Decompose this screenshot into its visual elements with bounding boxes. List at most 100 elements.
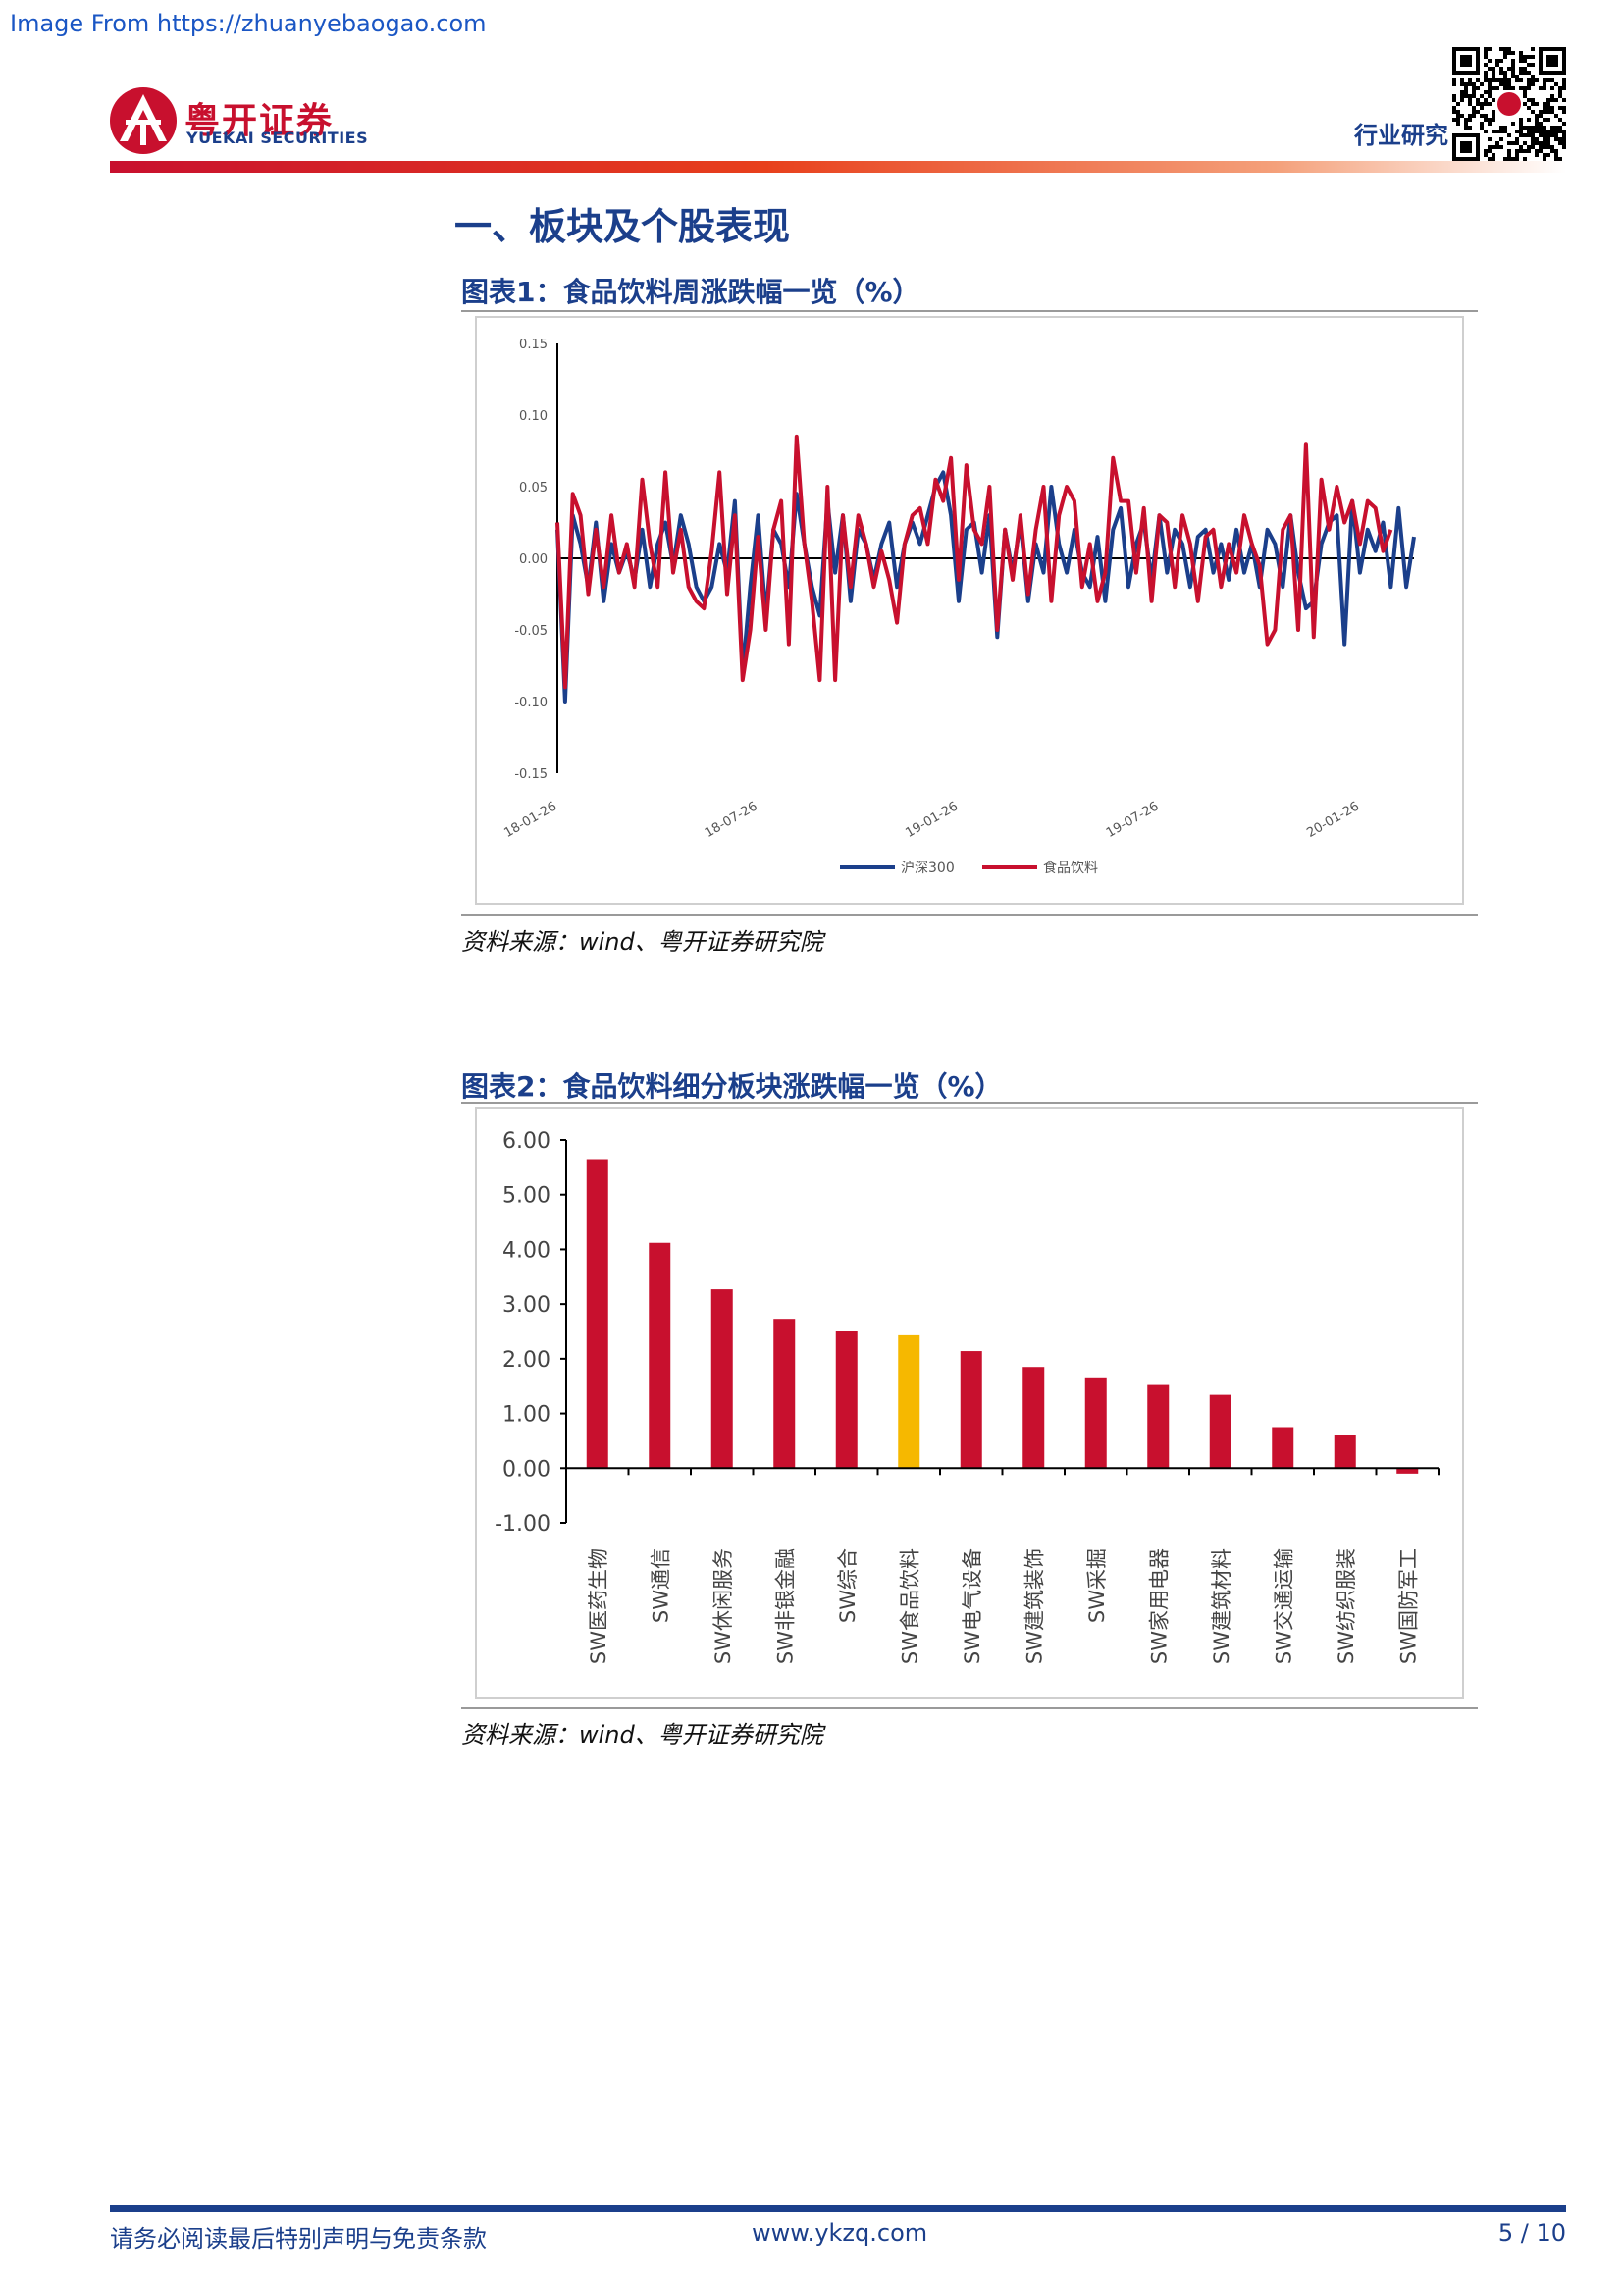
category-label: SW综合 [836, 1548, 860, 1623]
qr-module [1523, 102, 1527, 106]
qr-module [1527, 98, 1531, 102]
y-tick-label: 0.05 [519, 481, 548, 496]
y-tick-label: -0.15 [514, 767, 548, 782]
y-tick-label: 5.00 [502, 1184, 550, 1209]
qr-module [1507, 47, 1511, 51]
footer-disclaimer-link[interactable]: 请务必阅读最后特别声明与免责条款 [110, 2225, 487, 2253]
qr-module [1527, 118, 1531, 122]
qr-module [1488, 137, 1492, 141]
category-label: SW建筑装饰 [1022, 1548, 1046, 1664]
qr-module [1531, 145, 1535, 149]
qr-module [1558, 118, 1562, 122]
qr-module [1464, 122, 1468, 126]
qr-module [1550, 130, 1554, 133]
section-title: 一、板块及个股表现 [454, 205, 791, 248]
qr-module [1558, 137, 1562, 141]
qr-module [1531, 47, 1535, 51]
logo-english-name: YUEKAI SECURITIES [186, 129, 369, 147]
qr-module [1562, 130, 1566, 133]
category-label: SW纺织服装 [1335, 1548, 1358, 1664]
qr-module [1480, 122, 1484, 126]
qr-module [1507, 86, 1511, 90]
qr-module [1531, 82, 1535, 86]
qr-module [1452, 78, 1456, 82]
qr-module [1456, 110, 1460, 114]
qr-module [1468, 78, 1472, 82]
qr-module [1531, 75, 1535, 78]
qr-module [1543, 82, 1546, 86]
header-section-label: 行业研究 [1354, 122, 1448, 149]
qr-module [1456, 102, 1460, 106]
bar-5 [898, 1334, 920, 1469]
qr-module [1543, 126, 1546, 130]
qr-module [1472, 90, 1476, 94]
qr-module [1523, 149, 1527, 153]
qr-module [1492, 130, 1495, 133]
qr-module [1484, 130, 1488, 133]
y-tick-label: 2.00 [502, 1348, 550, 1373]
x-tick-label: 19-07-26 [1104, 799, 1162, 840]
category-label: SW家用电器 [1147, 1548, 1171, 1664]
qr-module [1543, 133, 1546, 137]
qr-module [1554, 133, 1558, 137]
qr-module [1488, 86, 1492, 90]
bar-3 [773, 1319, 796, 1469]
qr-module [1507, 78, 1511, 82]
qr-module [1535, 122, 1539, 126]
watermark-link[interactable]: Image From https://zhuanyebaogao.com [10, 10, 487, 37]
qr-module [1492, 153, 1495, 157]
qr-module [1558, 90, 1562, 94]
figure1-bottom-rule [461, 914, 1478, 916]
qr-module [1484, 102, 1488, 106]
qr-module [1523, 67, 1527, 71]
figure1-frame: 0.15 0.10 0.05 0.00 -0.05 -0.10 -0.15 18-01-26 1… [475, 316, 1464, 905]
qr-module [1523, 157, 1527, 161]
qr-module [1546, 145, 1550, 149]
qr-module [1527, 145, 1531, 149]
footer-website-link[interactable]: www.ykzq.com [752, 2219, 928, 2247]
qr-module [1480, 126, 1484, 130]
bar-12 [1334, 1435, 1356, 1469]
qr-module [1456, 118, 1460, 122]
qr-module [1476, 86, 1480, 90]
figure1-title: 图表1：食品饮料周涨跌幅一览（%） [461, 276, 920, 308]
qr-module [1550, 98, 1554, 102]
header-divider-bar [110, 161, 1566, 173]
qr-module [1492, 114, 1495, 118]
qr-module [1550, 86, 1554, 90]
qr-module [1554, 114, 1558, 118]
qr-module [1527, 71, 1531, 75]
qr-module [1543, 153, 1546, 157]
qr-module [1495, 59, 1499, 63]
qr-module [1452, 94, 1456, 98]
qr-module [1562, 98, 1566, 102]
qr-module [1464, 126, 1468, 130]
qr-module [1546, 106, 1550, 110]
qr-module [1527, 82, 1531, 86]
qr-module [1558, 157, 1562, 161]
qr-module [1550, 149, 1554, 153]
qr-module [1562, 145, 1566, 149]
qr-module [1515, 137, 1519, 141]
qr-module [1546, 110, 1550, 114]
y-tick-label: -0.10 [514, 696, 548, 710]
qr-module [1562, 110, 1566, 114]
qr-module [1488, 145, 1492, 149]
qr-module [1484, 90, 1488, 94]
qr-finder-core [1460, 141, 1472, 153]
qr-module [1539, 141, 1543, 145]
qr-module [1495, 78, 1499, 82]
qr-module [1531, 110, 1535, 114]
category-label: SW休闲服务 [711, 1548, 735, 1664]
qr-module [1511, 157, 1515, 161]
qr-module [1527, 130, 1531, 133]
qr-module [1480, 82, 1484, 86]
qr-module [1519, 149, 1523, 153]
qr-module [1460, 98, 1464, 102]
qr-module [1539, 122, 1543, 126]
qr-module [1503, 47, 1507, 51]
x-tick-label: 18-01-26 [501, 799, 559, 840]
qr-module [1511, 63, 1515, 67]
figure1-source: 资料来源：wind、粤开证券研究院 [461, 928, 823, 956]
qr-module [1484, 75, 1488, 78]
